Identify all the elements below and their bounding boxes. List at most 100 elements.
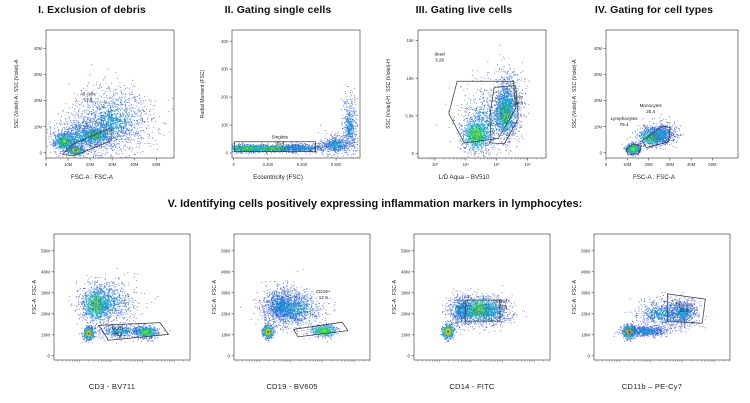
gate-label: CD3+ bbox=[112, 325, 124, 330]
y-axis-label: FSC-A : FSC-A bbox=[572, 234, 578, 360]
chart-panel-panel8: CD11b+ 22.8 0 10M 20M 30M 40M 50M CD11b – PE-Cy7… bbox=[564, 228, 740, 391]
gate-region[interactable] bbox=[98, 322, 170, 341]
gate-region[interactable] bbox=[464, 299, 501, 322]
gate-label: All cells bbox=[80, 91, 96, 96]
y-tick-label: 50M bbox=[581, 248, 590, 253]
y-tick-label: 30M bbox=[41, 290, 50, 295]
gate-value: 57.5 bbox=[83, 97, 92, 102]
y-tick-label: 5.0K bbox=[405, 113, 414, 118]
gate-region[interactable] bbox=[625, 143, 642, 155]
gate-label: Live bbox=[515, 95, 524, 100]
y-axis-label: FSC-A : FSC-A bbox=[392, 234, 398, 360]
gate-label: Singlets bbox=[272, 134, 289, 139]
panel-title: I. Exclusion of debris bbox=[4, 4, 180, 16]
scatter-plot-panel6: CD19+12.9 0 10M 20M 30M 40M 50M bbox=[221, 233, 371, 363]
panel-title: III. Gating live cells bbox=[376, 4, 552, 16]
y-tick-label: 10M bbox=[401, 332, 410, 337]
gate-label: CD11b+ bbox=[676, 301, 693, 306]
row2-heading: V. Identifying cells positively expressi… bbox=[0, 198, 750, 210]
chart-panel-panel2: II. Gating single cells Singlets 95.4 0 100 2… bbox=[190, 4, 366, 181]
x-axis-label: Eccentricity (FSC) bbox=[190, 174, 366, 181]
x-tick-label: 10³ bbox=[432, 162, 439, 167]
x-axis-label: FSC-A : FSC-A bbox=[4, 174, 180, 181]
y-tick-label: 0 bbox=[227, 353, 230, 358]
y-axis-label: FSC-A : FSC-A bbox=[212, 234, 218, 360]
y-tick-label: 15K bbox=[407, 38, 415, 43]
x-axis-label: CD11b – PE-Cy7 bbox=[564, 382, 740, 391]
chart-panel-panel5: CD3+ 59.2 0 10M 20M 30M 40M 50M CD3 - BV711 FSC-A… bbox=[24, 228, 200, 391]
gate-value: 76.4 bbox=[620, 122, 629, 127]
x-tick-label: 0 bbox=[45, 162, 48, 167]
chart-panel-panel3: III. Gating live cells dead 3.26 Live 94.9 0 5… bbox=[376, 4, 552, 181]
x-tick-label: 50M bbox=[152, 162, 161, 167]
x-axis-label: CD19 - BV605 bbox=[204, 382, 380, 391]
y-tick-label: 0 bbox=[587, 353, 590, 358]
panel-title: II. Gating single cells bbox=[190, 4, 366, 16]
y-tick-label: 30M bbox=[34, 72, 43, 77]
x-axis-label: CD3 - BV711 bbox=[24, 382, 200, 391]
y-tick-label: 300 bbox=[221, 67, 229, 72]
gate-region[interactable] bbox=[292, 321, 349, 338]
gate-value: 59.2 bbox=[113, 331, 122, 336]
gate-region[interactable] bbox=[61, 127, 112, 157]
x-tick-label: 30M bbox=[108, 162, 117, 167]
y-tick-label: 0 bbox=[226, 151, 229, 156]
gate-label: Monocytes bbox=[640, 103, 663, 108]
x-axis-label: CD14 - FITC bbox=[384, 382, 560, 391]
scatter-plot-panel8: CD11b+22.8 0 10M 20M 30M 40M 50M bbox=[581, 233, 731, 363]
gate-region[interactable] bbox=[641, 125, 671, 148]
gate-label: Lymphocytes bbox=[611, 116, 639, 121]
y-tick-label: 0 bbox=[407, 353, 410, 358]
gate-label: dead bbox=[434, 52, 445, 57]
y-axis-label: SSC (Violet)-A : SSC (Violet)-A bbox=[572, 30, 578, 158]
y-tick-label: 50M bbox=[41, 248, 50, 253]
gate-region[interactable] bbox=[448, 80, 517, 144]
y-tick-label: 30M bbox=[401, 290, 410, 295]
scatter-plot-panel5: CD3+59.2 0 10M 20M 30M 40M 50M bbox=[41, 233, 191, 363]
gate-region[interactable] bbox=[489, 85, 519, 145]
y-tick-label: 40M bbox=[34, 46, 43, 51]
chart-panel-panel4: IV. Gating for cell types Lymphocytes 76.4… bbox=[562, 4, 746, 181]
x-tick-label: 0 bbox=[605, 162, 608, 167]
x-axis-label: L/D Aqua – BV510 bbox=[376, 174, 552, 181]
y-tick-label: 0 bbox=[40, 150, 43, 155]
x-tick-label: 40M bbox=[130, 162, 139, 167]
x-tick-label: 10⁴ bbox=[463, 162, 470, 167]
gate-value: 95.4 bbox=[275, 140, 284, 145]
gate-value: 20.4 bbox=[646, 109, 655, 114]
x-tick-label: 10M bbox=[64, 162, 73, 167]
y-tick-label: 10M bbox=[594, 124, 603, 129]
y-tick-label: 30M bbox=[581, 290, 590, 295]
y-tick-label: 10K bbox=[407, 76, 415, 81]
y-tick-label: 20M bbox=[41, 311, 50, 316]
gate-value: 23.3 bbox=[498, 304, 507, 309]
gate-region[interactable] bbox=[667, 293, 706, 324]
gate-region[interactable] bbox=[234, 141, 317, 152]
y-tick-label: 40M bbox=[594, 46, 603, 51]
y-tick-label: 40M bbox=[401, 269, 410, 274]
y-tick-label: 30M bbox=[594, 72, 603, 77]
y-axis-label: Radial Moment (FSC) bbox=[200, 30, 206, 158]
y-tick-label: 0 bbox=[412, 151, 415, 156]
y-tick-label: 30M bbox=[221, 290, 230, 295]
y-tick-label: 400 bbox=[221, 39, 229, 44]
chart-panel-panel7: CD14+ 23.3 0 10M 20M 30M 40M 50M CD14 - FITC FSC-… bbox=[384, 228, 560, 391]
y-tick-label: 10M bbox=[581, 332, 590, 337]
y-tick-label: 40M bbox=[581, 269, 590, 274]
x-tick-label: 40M bbox=[687, 162, 696, 167]
x-tick-label: 0.600 bbox=[331, 162, 342, 167]
x-tick-label: 50M bbox=[708, 162, 717, 167]
gate-value: 94.9 bbox=[514, 101, 523, 106]
y-tick-label: 40M bbox=[221, 269, 230, 274]
y-tick-label: 50M bbox=[401, 248, 410, 253]
x-tick-label: 30M bbox=[666, 162, 675, 167]
y-tick-label: 40M bbox=[41, 269, 50, 274]
x-tick-label: 10M bbox=[623, 162, 632, 167]
y-tick-label: 100 bbox=[221, 123, 229, 128]
y-axis-label: SSC (Violet)-A : SSC (Violet)-A bbox=[14, 30, 20, 158]
y-tick-label: 20M bbox=[594, 98, 603, 103]
